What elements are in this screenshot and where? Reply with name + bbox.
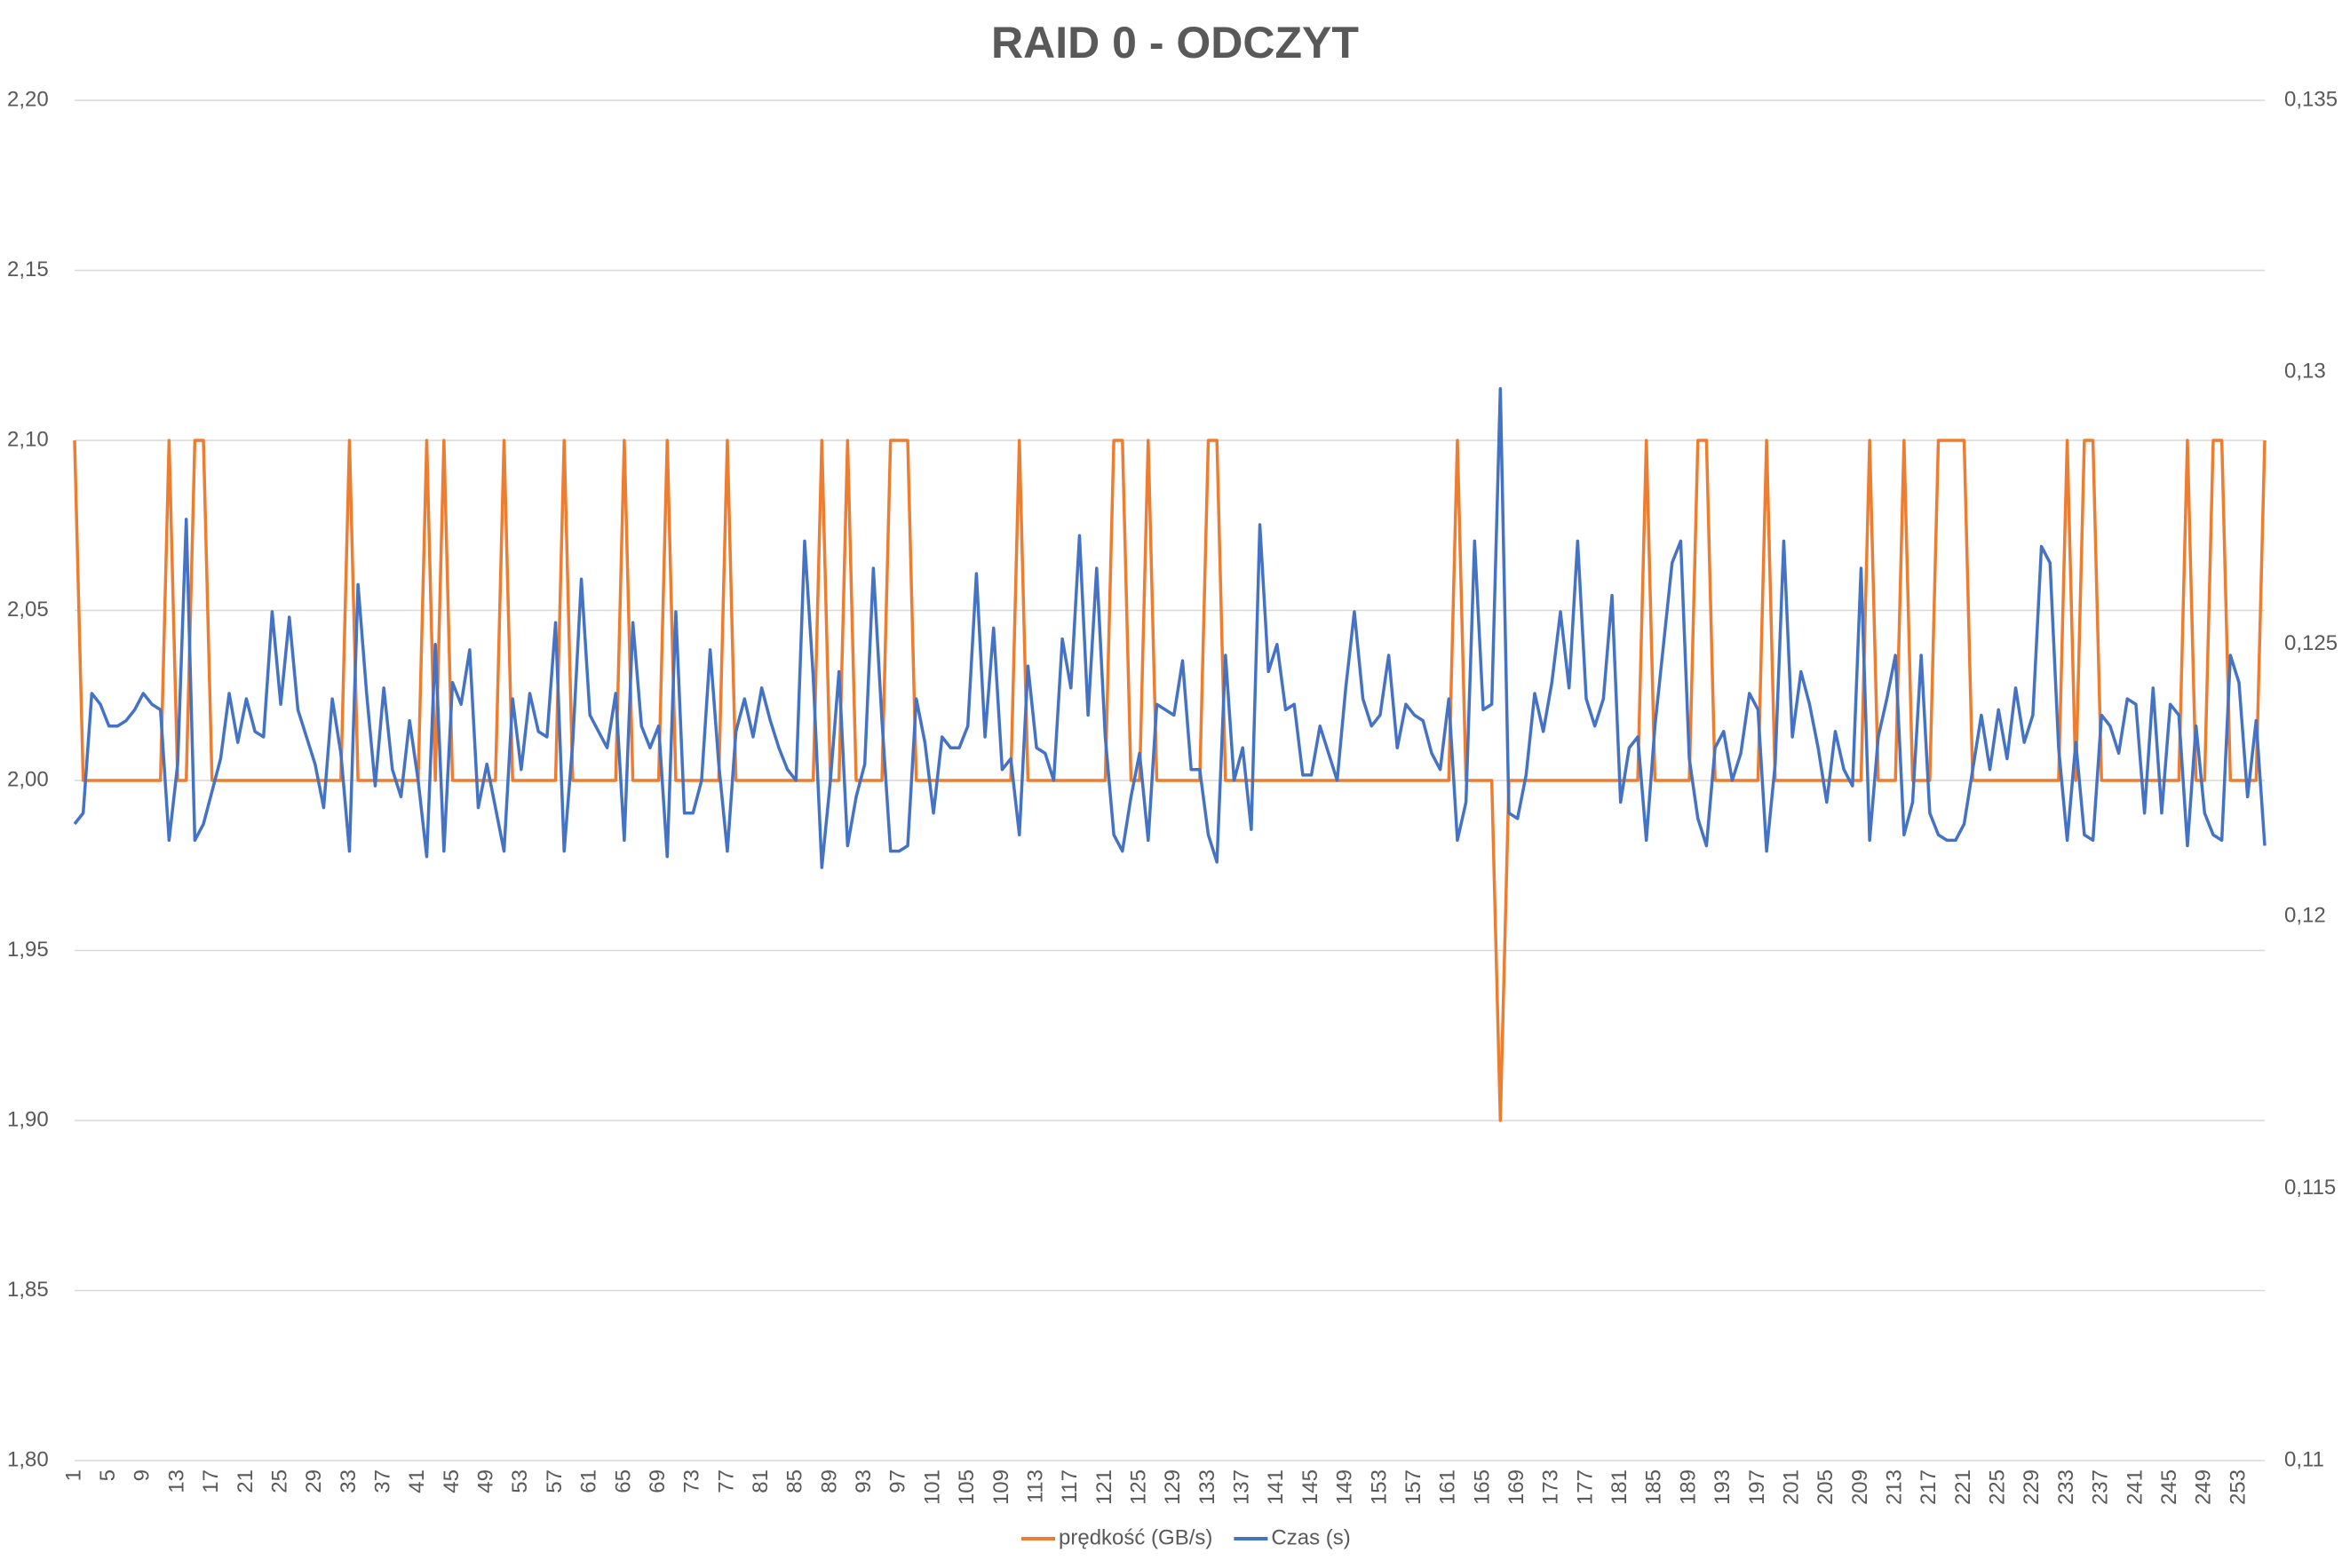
x-tick-label: 121 bbox=[1092, 1469, 1116, 1505]
x-tick-label: 93 bbox=[852, 1469, 876, 1493]
x-tick-label: 233 bbox=[2054, 1469, 2078, 1505]
y2-tick-label: 0,13 bbox=[2284, 360, 2326, 384]
x-tick-label: 181 bbox=[1608, 1469, 1632, 1505]
y-tick-label: 1,95 bbox=[7, 938, 49, 962]
x-tick-label: 205 bbox=[1814, 1469, 1838, 1505]
x-tick-label: 217 bbox=[1917, 1469, 1941, 1505]
x-tick-label: 61 bbox=[577, 1469, 601, 1493]
x-tick-label: 69 bbox=[646, 1469, 670, 1493]
x-tick-label: 241 bbox=[2123, 1469, 2147, 1505]
x-tick-label: 129 bbox=[1161, 1469, 1185, 1505]
x-tick-label: 73 bbox=[680, 1469, 704, 1493]
x-tick-label: 17 bbox=[199, 1469, 223, 1493]
y-tick-label: 2,20 bbox=[7, 87, 49, 111]
x-tick-label: 89 bbox=[817, 1469, 841, 1493]
x-tick-label: 101 bbox=[920, 1469, 944, 1505]
x-tick-label: 157 bbox=[1401, 1469, 1425, 1505]
x-tick-label: 221 bbox=[1951, 1469, 1975, 1505]
x-tick-label: 117 bbox=[1058, 1469, 1082, 1503]
x-tick-label: 193 bbox=[1711, 1469, 1735, 1505]
x-tick-label: 209 bbox=[1848, 1469, 1872, 1505]
x-tick-label: 21 bbox=[234, 1469, 258, 1493]
x-tick-label: 13 bbox=[164, 1469, 188, 1493]
y-tick-label: 2,00 bbox=[7, 767, 49, 791]
x-tick-label: 165 bbox=[1470, 1469, 1494, 1505]
x-tick-label: 125 bbox=[1126, 1469, 1150, 1505]
x-tick-label: 245 bbox=[2157, 1469, 2181, 1505]
x-tick-label: 81 bbox=[749, 1469, 773, 1493]
series-line bbox=[73, 387, 2267, 869]
x-tick-label: 213 bbox=[1883, 1469, 1907, 1505]
x-tick-label: 185 bbox=[1642, 1469, 1666, 1505]
series-line bbox=[73, 439, 2267, 1122]
y-tick-label: 1,80 bbox=[7, 1447, 49, 1471]
x-tick-label: 109 bbox=[989, 1469, 1013, 1505]
x-tick-label: 25 bbox=[267, 1469, 291, 1493]
x-tick-label: 105 bbox=[955, 1469, 979, 1505]
x-tick-label: 37 bbox=[370, 1469, 394, 1493]
x-tick-label: 189 bbox=[1676, 1469, 1700, 1505]
y-tick-label: 2,15 bbox=[7, 257, 49, 281]
x-tick-label: 97 bbox=[886, 1469, 910, 1493]
x-tick-label: 229 bbox=[2020, 1469, 2044, 1505]
x-tick-label: 169 bbox=[1504, 1469, 1528, 1505]
x-tick-label: 65 bbox=[611, 1469, 635, 1493]
legend-label: prędkość (GB/s) bbox=[1059, 1525, 1212, 1549]
x-tick-label: 33 bbox=[337, 1469, 361, 1493]
y-tick-label: 2,10 bbox=[7, 427, 49, 451]
x-tick-label: 133 bbox=[1195, 1469, 1219, 1505]
x-tick-label: 225 bbox=[1986, 1469, 2010, 1505]
y-tick-label: 1,85 bbox=[7, 1278, 49, 1302]
x-tick-label: 5 bbox=[96, 1469, 120, 1481]
x-tick-label: 145 bbox=[1298, 1469, 1322, 1505]
chart-title: RAID 0 - ODCZYT bbox=[991, 18, 1359, 67]
y2-tick-label: 0,12 bbox=[2284, 904, 2326, 928]
x-tick-label: 197 bbox=[1745, 1469, 1769, 1505]
y2-tick-label: 0,125 bbox=[2284, 631, 2338, 655]
y-tick-label: 2,05 bbox=[7, 598, 49, 622]
x-tick-label: 29 bbox=[302, 1469, 326, 1493]
x-tick-label: 237 bbox=[2089, 1469, 2113, 1505]
y2-tick-label: 0,115 bbox=[2284, 1176, 2336, 1200]
x-tick-label: 249 bbox=[2192, 1469, 2216, 1505]
y2-tick-label: 0,135 bbox=[2284, 87, 2338, 111]
x-tick-label: 177 bbox=[1573, 1469, 1597, 1505]
x-tick-label: 113 bbox=[1023, 1469, 1047, 1503]
x-tick-label: 153 bbox=[1367, 1469, 1391, 1505]
y2-tick-label: 0,11 bbox=[2284, 1447, 2324, 1471]
x-tick-label: 77 bbox=[714, 1469, 738, 1493]
x-tick-label: 161 bbox=[1436, 1469, 1460, 1505]
x-tick-label: 149 bbox=[1333, 1469, 1357, 1505]
x-tick-label: 57 bbox=[543, 1469, 567, 1493]
x-tick-label: 173 bbox=[1539, 1469, 1563, 1505]
x-tick-label: 141 bbox=[1264, 1469, 1288, 1505]
x-tick-label: 137 bbox=[1230, 1469, 1254, 1505]
x-tick-label: 1 bbox=[61, 1469, 85, 1481]
x-tick-label: 41 bbox=[405, 1469, 429, 1493]
x-tick-label: 201 bbox=[1779, 1469, 1803, 1505]
legend-label: Czas (s) bbox=[1271, 1525, 1350, 1549]
x-tick-label: 9 bbox=[131, 1469, 155, 1481]
x-tick-label: 85 bbox=[783, 1469, 807, 1493]
x-tick-label: 53 bbox=[508, 1469, 532, 1493]
x-tick-label: 253 bbox=[2226, 1469, 2250, 1505]
y-tick-label: 1,90 bbox=[7, 1107, 49, 1131]
x-tick-label: 49 bbox=[474, 1469, 498, 1493]
x-tick-label: 45 bbox=[440, 1469, 464, 1493]
